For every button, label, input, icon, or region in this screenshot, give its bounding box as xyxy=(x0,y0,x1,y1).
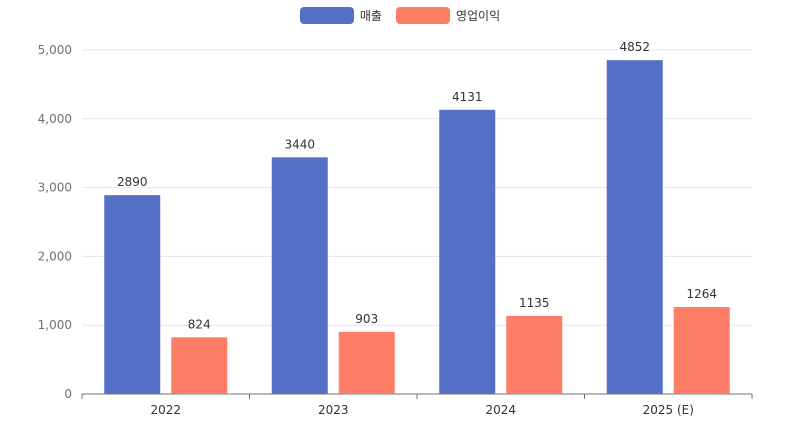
bar xyxy=(104,195,161,394)
legend-item-revenue[interactable]: 매출 xyxy=(299,7,382,24)
legend-swatch-operating-profit xyxy=(395,7,450,24)
y-tick-label: 5,000 xyxy=(38,43,72,57)
x-tick-label: 2024 xyxy=(485,403,516,417)
legend-label-operating-profit: 영업이익 xyxy=(455,9,501,23)
data-label: 4852 xyxy=(619,40,650,54)
legend-item-operating-profit[interactable]: 영업이익 xyxy=(395,7,501,24)
x-tick-label: 2022 xyxy=(150,403,181,417)
bar xyxy=(506,315,563,394)
bar xyxy=(171,337,228,394)
data-label: 1135 xyxy=(519,296,550,310)
data-label: 1264 xyxy=(686,287,717,301)
bar xyxy=(439,109,496,394)
y-tick-label: 3,000 xyxy=(38,181,72,195)
legend-label-revenue: 매출 xyxy=(359,9,382,23)
y-tick-label: 4,000 xyxy=(38,112,72,126)
y-tick-label: 1,000 xyxy=(38,318,72,332)
y-tick-label: 0 xyxy=(64,387,72,401)
bar xyxy=(271,157,328,394)
data-label: 4131 xyxy=(452,90,483,104)
data-label: 824 xyxy=(188,317,211,331)
data-label: 2890 xyxy=(117,175,148,189)
x-tick-label: 2023 xyxy=(318,403,349,417)
data-label: 903 xyxy=(355,312,378,326)
bar xyxy=(606,60,663,394)
bar xyxy=(673,307,730,394)
bar xyxy=(338,331,395,394)
x-tick-label: 2025 (E) xyxy=(643,403,694,417)
chart-legend: 매출 영업이익 xyxy=(0,7,800,24)
data-label: 3440 xyxy=(284,137,315,151)
legend-swatch-revenue xyxy=(299,7,354,24)
y-tick-label: 2,000 xyxy=(38,249,72,263)
